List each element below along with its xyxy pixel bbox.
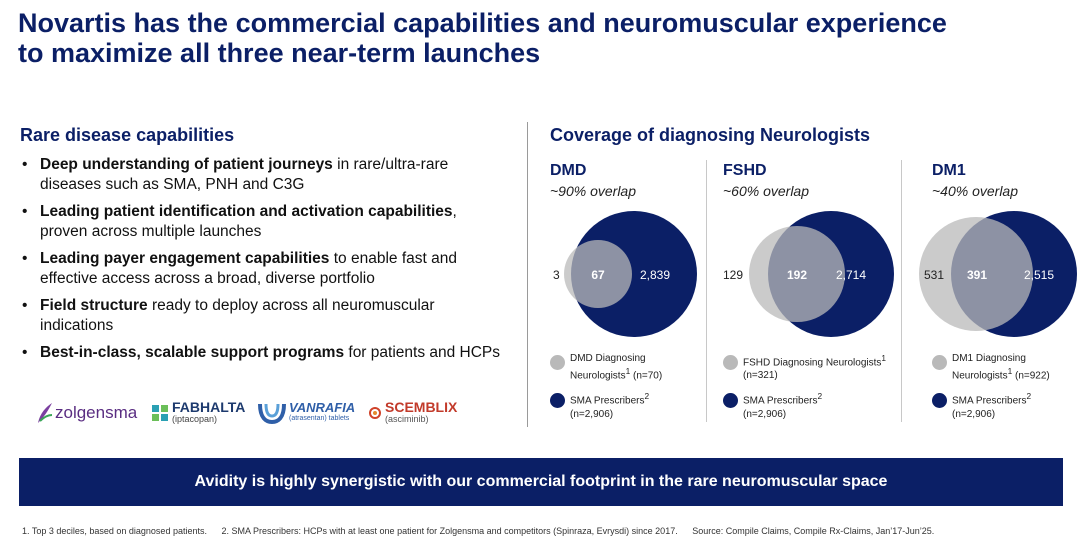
rare-disease-heading: Rare disease capabilities [20,125,235,145]
diagnosing-neurologists-circle [919,217,1033,331]
fshd-venn-diagram: 129 192 2,714 [723,211,894,337]
navy-swatch [723,393,738,409]
fabhalta-mark-icon [152,405,168,421]
legend-item: SMA Prescribers2 (n=2,906) [723,390,888,420]
bullet-item: • Field structure ready to deploy across … [22,297,435,334]
section-divider [527,122,528,427]
left-only-count: 531 [924,268,944,282]
navy-swatch [550,393,565,409]
zolgensma-logo: zolgensma [36,396,137,430]
overlap-label: ~40% overlap [932,183,1019,199]
slide-title: Novartis has the commercial capabilities… [18,8,1058,68]
dm1-legend: DM1 Diagnosing Neurologists1 (n=922) SMA… [932,352,1072,429]
scemblix-mark-icon [369,407,381,419]
gray-swatch [550,355,565,370]
gray-swatch [932,355,947,370]
right-only-count: 2,515 [1024,268,1054,282]
fabhalta-logo: FABHALTA (iptacopan) [152,396,245,430]
column-divider [901,160,902,422]
legend-item: SMA Prescribers2 (n=2,906) [550,390,700,420]
footnotes: 1. Top 3 deciles, based on diagnosed pat… [22,526,946,536]
legend-item: DM1 Diagnosing Neurologists1 (n=922) [932,352,1072,382]
synergy-banner: Avidity is highly synergistic with our c… [19,458,1063,506]
legend-item: DMD Diagnosing Neurologists1 (n=70) [550,352,700,382]
column-title: FSHD [723,162,767,179]
column-title: DMD [550,162,587,179]
dmd-column: DMD ~90% overlap [550,162,720,199]
fshd-column: FSHD ~60% overlap [723,162,893,199]
footnote-1: 1. Top 3 deciles, based on diagnosed pat… [22,526,207,536]
overlap-count: 192 [787,268,807,282]
column-title: DM1 [932,162,966,179]
overlap-label: ~60% overlap [723,183,810,199]
title-line-2: to maximize all three near-term launches [18,38,541,68]
dmd-legend: DMD Diagnosing Neurologists1 (n=70) SMA … [550,352,700,429]
capabilities-list: • Deep understanding of patient journeys … [22,155,502,370]
scemblix-logo: SCEMBLIX (asciminib) [369,396,457,430]
bullet-item: • Leading payer engagement capabilities t… [22,250,457,287]
zolgensma-leaf-icon [38,403,53,423]
diagnosing-neurologists-circle [564,240,632,308]
overlap-label: ~90% overlap [550,183,637,199]
dm1-venn-diagram: 531 391 2,515 [919,211,1077,337]
legend-item: FSHD Diagnosing Neurologists1 (n=321) [723,352,888,382]
overlap-count: 391 [967,268,987,282]
left-only-count: 3 [553,268,560,282]
dm1-column: DM1 ~40% overlap [932,162,1080,199]
fshd-legend: FSHD Diagnosing Neurologists1 (n=321) SM… [723,352,888,429]
dmd-venn-diagram: 3 67 2,839 [553,211,697,337]
overlap-count: 67 [591,268,605,282]
right-only-count: 2,714 [836,268,866,282]
product-logos: zolgensma FABHALTA (iptacopan) VANRAFIA … [36,396,486,430]
vanrafia-logo: VANRAFIA (atrasentan) tablets [258,396,355,430]
gray-swatch [723,355,738,370]
column-divider [706,160,707,422]
navy-swatch [932,393,947,409]
left-only-count: 129 [723,268,743,282]
diagnosing-neurologists-circle [749,226,845,322]
bullet-item: • Deep understanding of patient journeys … [22,156,449,193]
right-only-count: 2,839 [640,268,670,282]
vanrafia-mark-icon [258,403,286,425]
coverage-heading: Coverage of diagnosing Neurologists [550,125,871,145]
footnote-2: 2. SMA Prescribers: HCPs with at least o… [221,526,678,536]
bullet-item: • Leading patient identification and acti… [22,203,457,240]
title-line-1: Novartis has the commercial capabilities… [18,8,947,38]
legend-item: SMA Prescribers2 (n=2,906) [932,390,1072,420]
bullet-item: • Best-in-class, scalable support program… [22,344,501,361]
source-note: Source: Compile Claims, Compile Rx-Claim… [692,526,935,536]
